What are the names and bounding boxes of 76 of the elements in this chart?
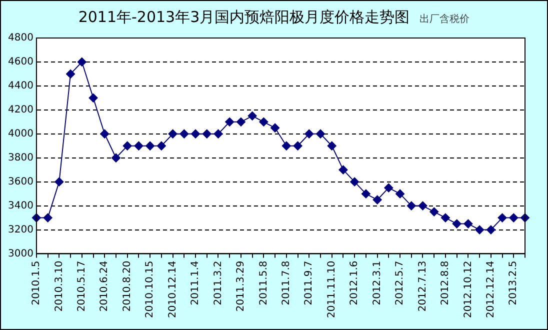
- point: [430, 207, 439, 216]
- point: [168, 129, 178, 138]
- x-tick-label: 2011.11.10: [326, 260, 338, 318]
- y-tick-label: 4600: [8, 56, 34, 68]
- x-tick-label: 2011.5.8: [258, 260, 270, 306]
- point: [100, 129, 110, 138]
- point: [134, 141, 144, 150]
- point: [202, 129, 212, 138]
- point: [270, 123, 280, 132]
- x-tick-label: 2011.1.4: [190, 260, 202, 306]
- point: [111, 153, 120, 162]
- point: [43, 213, 52, 222]
- x-tick-label: 2011.3.2: [212, 260, 224, 306]
- point: [452, 219, 462, 228]
- point: [475, 225, 484, 234]
- point: [406, 201, 416, 210]
- point: [350, 177, 360, 186]
- x-tick-label: 2011.9.7: [304, 260, 315, 306]
- point: [122, 141, 132, 150]
- point: [440, 213, 450, 222]
- point: [191, 129, 200, 138]
- chart-subtitle: 出厂含税价: [420, 14, 470, 25]
- x-tick-label: 2012.1.6: [349, 260, 360, 306]
- point: [54, 177, 64, 186]
- x-tick-label: 2013.2.5: [508, 260, 520, 306]
- x-tick-label: 2010.8.20: [122, 260, 133, 312]
- point: [293, 141, 302, 150]
- point: [146, 141, 155, 150]
- x-tick-label: 2012.5.7: [394, 260, 406, 306]
- x-tick-label: 2010.10.15: [144, 260, 156, 318]
- point: [156, 141, 166, 150]
- x-tick-label: 2010.1.5: [31, 260, 42, 306]
- x-tick-label: 2010.12.14: [167, 260, 178, 318]
- x-tick-label: 2010.6.24: [99, 260, 110, 312]
- point: [282, 141, 291, 150]
- y-tick-label: 3000: [8, 248, 34, 260]
- point: [498, 213, 507, 222]
- point: [384, 183, 394, 192]
- x-tick-label: 2010.5.17: [76, 260, 88, 312]
- point: [304, 129, 314, 138]
- y-tick-label: 4800: [8, 32, 34, 44]
- point: [248, 111, 257, 120]
- point: [464, 219, 473, 228]
- point: [88, 93, 98, 102]
- x-tick-label: 2012.3.1: [372, 260, 383, 306]
- y-tick-label: 3600: [8, 176, 34, 188]
- point: [372, 195, 382, 204]
- x-tick-label: 2012.8.8: [440, 260, 452, 306]
- x-tick-label: 2012.7.13: [417, 260, 428, 312]
- point: [338, 165, 348, 174]
- point: [316, 129, 325, 138]
- x-tick-label: 2012.10.12: [462, 260, 474, 318]
- y-tick-label: 3200: [8, 224, 34, 236]
- y-tick-label: 3400: [8, 200, 34, 212]
- point: [396, 189, 405, 198]
- y-tick-label: 3800: [8, 152, 34, 164]
- point: [327, 141, 336, 150]
- point: [361, 189, 370, 198]
- point: [77, 57, 86, 66]
- point: [418, 201, 428, 210]
- point: [509, 213, 518, 222]
- x-tick-label: 2011.7.8: [281, 260, 292, 306]
- point: [259, 117, 268, 126]
- point: [66, 69, 76, 78]
- point: [180, 129, 189, 138]
- y-tick-label: 4400: [8, 80, 34, 92]
- y-tick-label: 4000: [8, 128, 34, 140]
- y-tick-label: 4200: [8, 104, 34, 116]
- point: [225, 117, 234, 126]
- chart-title: 2011年-2013年3月国内预焙阳极月度价格走势图: [78, 8, 410, 26]
- x-tick-label: 2011.3.29: [236, 260, 247, 312]
- x-tick-label: 2012.12.14: [486, 260, 497, 318]
- point: [214, 129, 223, 138]
- x-tick-label: 2010.3.10: [54, 260, 65, 312]
- point: [236, 117, 246, 126]
- point: [486, 225, 496, 234]
